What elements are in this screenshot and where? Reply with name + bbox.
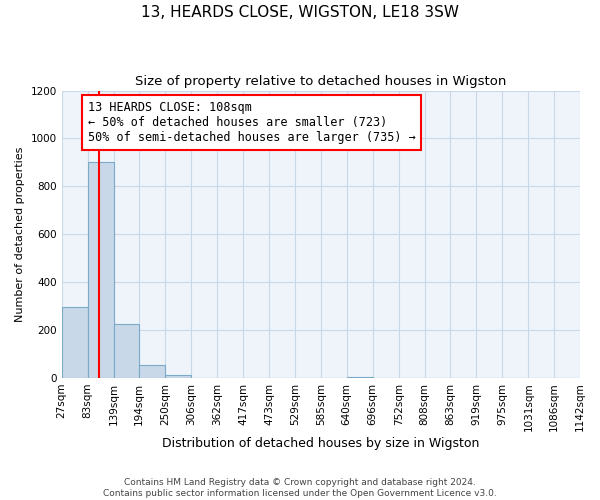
Bar: [62, 307, 88, 378]
X-axis label: Distribution of detached houses by size in Wigston: Distribution of detached houses by size …: [162, 437, 479, 450]
Bar: [139, 364, 166, 378]
Text: 13 HEARDS CLOSE: 108sqm
← 50% of detached houses are smaller (723)
50% of semi-d: 13 HEARDS CLOSE: 108sqm ← 50% of detache…: [88, 102, 415, 144]
Y-axis label: Number of detached properties: Number of detached properties: [15, 146, 25, 322]
Text: Contains HM Land Registry data © Crown copyright and database right 2024.
Contai: Contains HM Land Registry data © Crown c…: [103, 478, 497, 498]
Bar: [347, 376, 373, 378]
Text: 13, HEARDS CLOSE, WIGSTON, LE18 3SW: 13, HEARDS CLOSE, WIGSTON, LE18 3SW: [141, 5, 459, 20]
Bar: [88, 162, 114, 378]
Title: Size of property relative to detached houses in Wigston: Size of property relative to detached ho…: [135, 75, 506, 88]
Bar: [114, 324, 139, 378]
Bar: [166, 376, 191, 378]
